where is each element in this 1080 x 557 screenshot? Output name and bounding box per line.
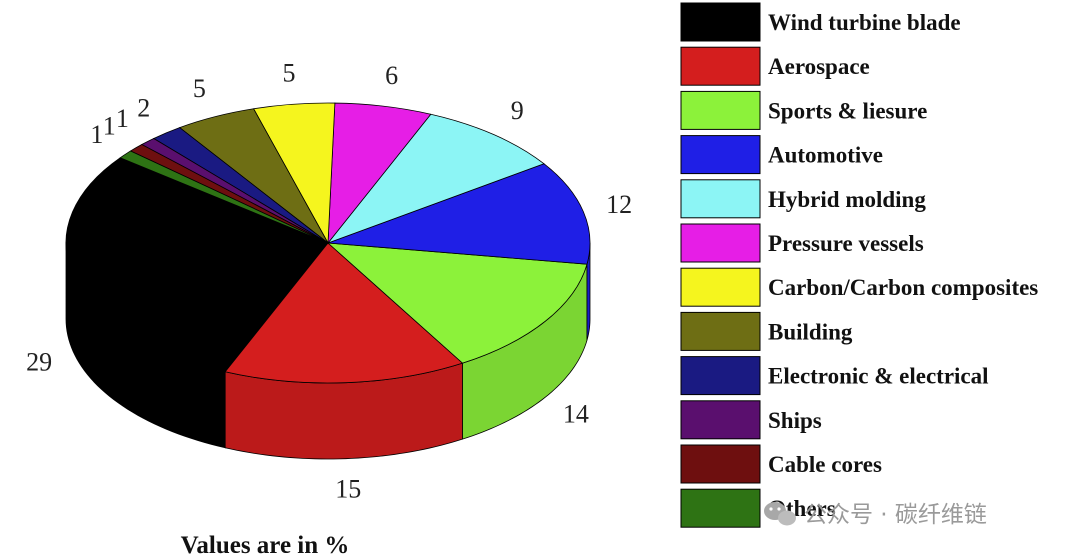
- legend-swatch-3: [680, 90, 761, 130]
- slice-value-label: 2: [137, 94, 150, 123]
- pie-top: [65, 102, 591, 384]
- slice-value-label: 5: [193, 74, 206, 103]
- wechat-icon: [764, 502, 796, 526]
- legend-swatch-2: [680, 46, 761, 86]
- pie-slice-5: [326, 113, 545, 244]
- slice-value-label: 12: [606, 190, 632, 219]
- slice-value-label: 29: [26, 347, 52, 376]
- slice-value-label: 1: [90, 120, 103, 149]
- slice-value-label: 5: [283, 59, 296, 88]
- legend: Wind turbine blade Aerospace Sports & lies…: [680, 2, 1038, 528]
- legend-label-4: Automotive: [768, 143, 883, 168]
- legend-label-6: Pressure vessels: [768, 231, 924, 256]
- watermark-text: 公众号 · 碳纤维链: [804, 502, 987, 528]
- legend-label-3: Sports & liesure: [768, 98, 927, 123]
- legend-swatch-6: [680, 223, 761, 263]
- legend-swatch-10: [680, 400, 761, 440]
- slice-value-label: 15: [335, 474, 361, 503]
- legend-label-11: Cable cores: [768, 452, 882, 477]
- legend-label-5: Hybrid molding: [768, 187, 926, 212]
- legend-swatch-9: [680, 356, 761, 396]
- legend-swatch-7: [680, 267, 761, 307]
- slice-value-label: 1: [103, 112, 116, 141]
- pie-slice-2: [224, 242, 464, 384]
- legend-label-9: Electronic & electrical: [768, 364, 989, 389]
- pie-slice-3: [326, 242, 588, 364]
- pie-slice-12: [119, 150, 329, 244]
- pie-slice-4: [327, 163, 591, 265]
- legend-swatch-11: [680, 444, 761, 484]
- slice-value-label: 1: [116, 104, 129, 133]
- legend-swatch-5: [680, 179, 761, 219]
- legend-swatch-8: [680, 311, 761, 351]
- watermark: 公众号 · 碳纤维链: [764, 502, 987, 528]
- legend-label-10: Ships: [768, 408, 822, 433]
- pie-slice-1: [65, 157, 329, 373]
- legend-label-1: Wind turbine blade: [768, 10, 961, 35]
- chart-caption: Values are in %: [181, 532, 350, 557]
- legend-swatch-12: [680, 488, 761, 528]
- legend-label-8: Building: [768, 319, 853, 344]
- legend-swatch-4: [680, 135, 761, 175]
- legend-swatch-1: [680, 2, 761, 42]
- legend-label-7: Carbon/Carbon composites: [768, 275, 1038, 300]
- legend-label-2: Aerospace: [768, 54, 870, 79]
- slice-value-label: 9: [511, 96, 524, 125]
- slice-value-label: 6: [385, 61, 398, 90]
- slice-value-label: 14: [563, 399, 589, 428]
